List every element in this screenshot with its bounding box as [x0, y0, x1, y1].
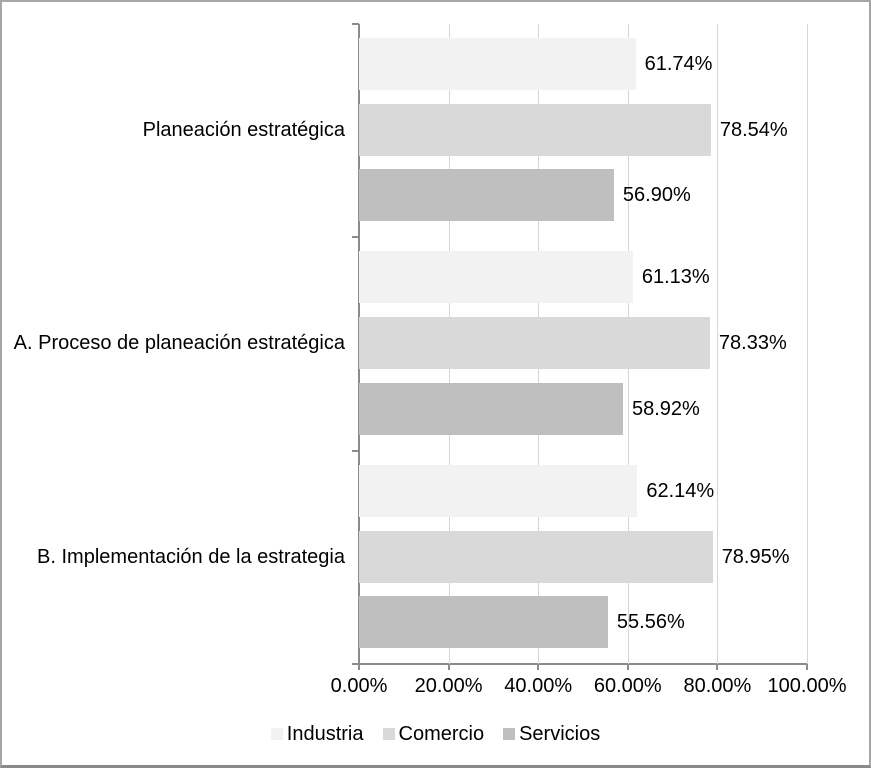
bar-industria-b-implementacion-de-la-estrategia	[359, 464, 638, 517]
legend-swatch-industria	[270, 728, 283, 740]
x-tick-label-0.00%: 0.00%	[330, 675, 388, 697]
legend-swatch-servicios	[503, 728, 516, 740]
bar-servicios-b-implementacion-de-la-estrategia	[359, 595, 608, 648]
bar-value-label-industria-a-proceso-de-planeacion-estrategica: 61.13%	[641, 266, 710, 289]
x-axis-tick-0.00%	[358, 664, 360, 670]
category-label-a-proceso-de-planeacion-estrategica: A. Proceso de planeación estratégica	[13, 332, 345, 355]
category-axis-tick	[352, 663, 359, 665]
gridline-80.00%	[717, 24, 719, 664]
bar-value-label-comercio-b-implementacion-de-la-estrategia: 78.95%	[721, 545, 790, 568]
x-tick-label-80.00%: 80.00%	[683, 675, 752, 697]
category-axis-tick	[352, 236, 359, 239]
bar-row-servicios-b-implementacion-de-la-estrategia: 55.56%	[359, 595, 685, 648]
bar-industria-planeacion-estrategica	[359, 38, 636, 90]
x-axis-tick-40.00%	[537, 664, 540, 670]
legend: Industria Comercio Servicios	[2, 720, 869, 748]
x-tick-label-40.00%: 40.00%	[504, 675, 573, 697]
category-band-a-proceso-de-planeacion-estrategica: 61.13% 78.33% 58.92%	[359, 237, 807, 450]
bar-servicios-planeacion-estrategica	[359, 169, 614, 222]
category-band-planeacion-estrategica: 61.74% 78.54% 56.90%	[359, 24, 807, 237]
bar-row-industria-b-implementacion-de-la-estrategia: 62.14%	[359, 464, 714, 517]
legend-label-comercio: Comercio	[398, 722, 485, 745]
bar-value-label-servicios-b-implementacion-de-la-estrategia: 55.56%	[616, 610, 685, 633]
legend-item-industria: Industria	[270, 722, 364, 746]
x-axis-tick-100.00%	[806, 664, 808, 670]
bar-value-label-industria-planeacion-estrategica: 61.74%	[644, 53, 713, 75]
bar-row-comercio-a-proceso-de-planeacion-estrategica: 78.33%	[359, 317, 787, 370]
bar-servicios-a-proceso-de-planeacion-estrategica	[359, 382, 623, 435]
x-axis-tick-20.00%	[447, 664, 450, 670]
legend-swatch-comercio	[382, 728, 395, 740]
category-axis-tick	[352, 449, 359, 452]
bar-value-label-comercio-planeacion-estrategica: 78.54%	[719, 119, 788, 141]
gridline-100.00%	[807, 24, 808, 664]
bar-row-industria-planeacion-estrategica: 61.74%	[359, 38, 712, 90]
category-axis-tick	[352, 23, 359, 25]
bar-value-label-industria-b-implementacion-de-la-estrategia: 62.14%	[646, 479, 715, 502]
bar-row-servicios-planeacion-estrategica: 56.90%	[359, 169, 691, 222]
legend-item-comercio: Comercio	[382, 722, 485, 746]
x-axis-tick-80.00%	[716, 664, 719, 670]
bar-comercio-b-implementacion-de-la-estrategia	[359, 530, 713, 583]
x-axis-tick-60.00%	[626, 664, 629, 670]
legend-item-servicios: Servicios	[503, 723, 600, 746]
x-tick-label-100.00%: 100.00%	[767, 675, 847, 697]
bar-row-comercio-planeacion-estrategica: 78.54%	[359, 104, 788, 156]
plot-area: 61.74% 78.54% 56.90% 61.13% 78.33% 58.92% 62.1…	[352, 23, 808, 670]
category-label-planeacion-estrategica: Planeación estratégica	[142, 119, 345, 142]
bar-row-servicios-a-proceso-de-planeacion-estrategica: 58.92%	[359, 382, 700, 435]
x-tick-label-20.00%: 20.00%	[414, 675, 483, 697]
x-tick-label-60.00%: 60.00%	[593, 675, 662, 697]
bar-comercio-a-proceso-de-planeacion-estrategica	[359, 317, 710, 370]
x-axis-line	[358, 663, 808, 665]
category-label-b-implementacion-de-la-estrategia: B. Implementación de la estrategia	[37, 545, 345, 568]
bar-industria-a-proceso-de-planeacion-estrategica	[359, 251, 633, 304]
bar-value-label-servicios-a-proceso-de-planeacion-estrategica: 58.92%	[631, 397, 700, 420]
category-band-b-implementacion-de-la-estrategia: 62.14% 78.95% 55.56%	[359, 451, 807, 664]
bar-row-industria-a-proceso-de-planeacion-estrategica: 61.13%	[359, 251, 710, 304]
legend-label-industria: Industria	[286, 722, 364, 745]
bar-value-label-comercio-a-proceso-de-planeacion-estrategica: 78.33%	[718, 332, 787, 355]
bar-row-comercio-b-implementacion-de-la-estrategia: 78.95%	[359, 530, 790, 583]
legend-label-servicios: Servicios	[519, 722, 601, 745]
bar-value-label-servicios-planeacion-estrategica: 56.90%	[622, 184, 691, 207]
bar-comercio-planeacion-estrategica	[359, 104, 711, 156]
